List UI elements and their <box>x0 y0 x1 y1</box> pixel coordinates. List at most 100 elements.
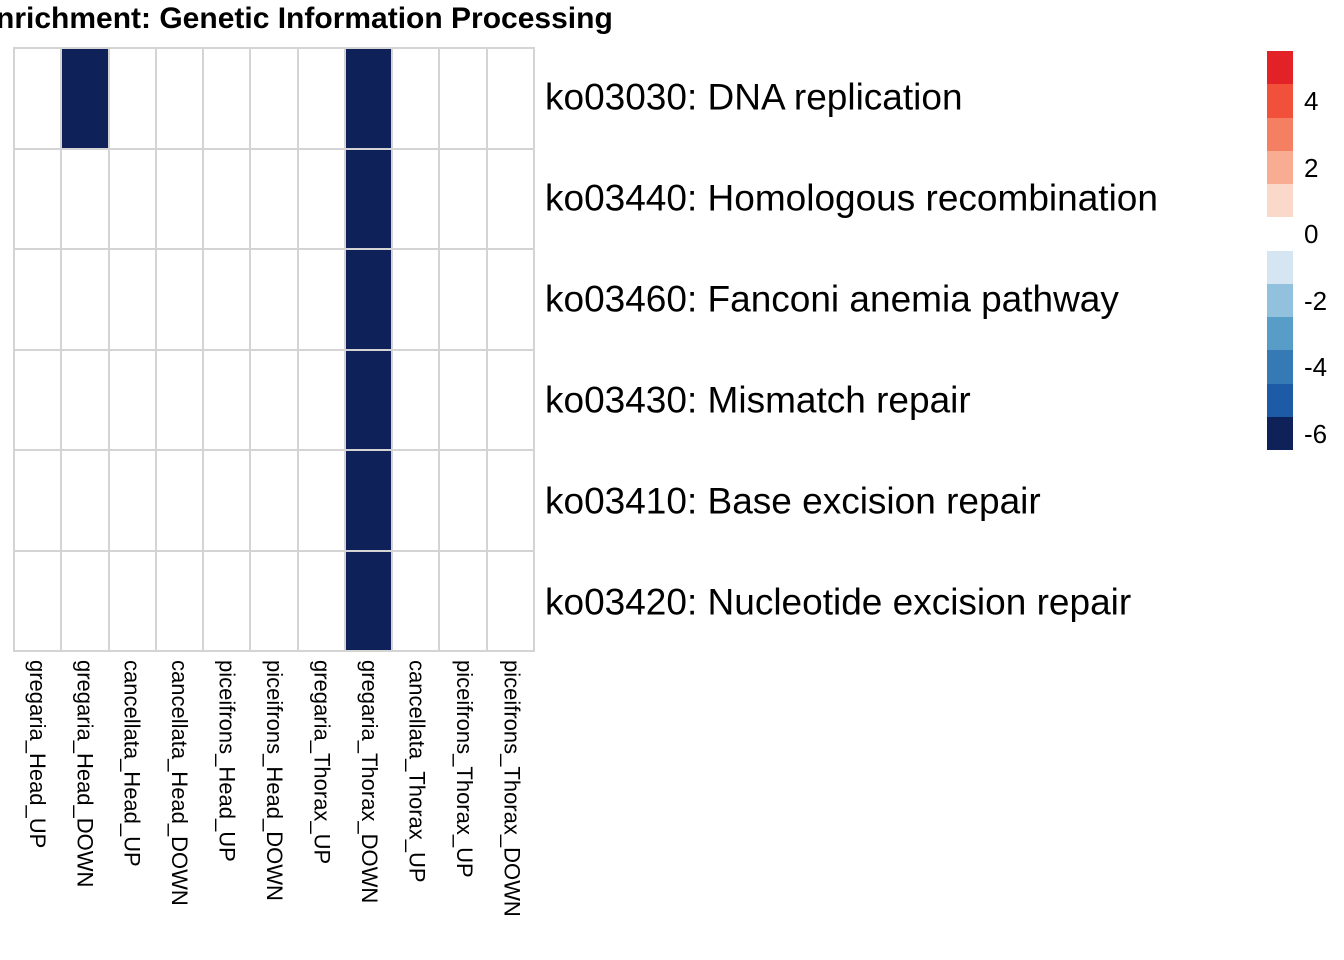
row-axis-labels: ko03030: DNA replication ko03440: Homolog… <box>545 47 1305 652</box>
colorbar-segment <box>1267 250 1293 284</box>
heatmap-cell <box>15 451 61 550</box>
heatmap-cell <box>204 551 250 650</box>
heatmap-cell <box>62 149 108 248</box>
heatmap-cell <box>109 49 155 148</box>
heatmap-cell <box>440 451 486 550</box>
heatmap-cell <box>15 49 61 148</box>
heatmap-cell <box>156 49 203 148</box>
heatmap-cell <box>298 350 344 449</box>
heatmap-cell <box>298 49 344 148</box>
heatmap-cell <box>15 350 61 449</box>
colorbar-segment <box>1267 150 1293 184</box>
column-label: cancellata_Thorax_UP <box>404 660 430 883</box>
colorbar-segment <box>1267 117 1293 151</box>
colorbar-segment <box>1267 416 1293 450</box>
heatmap-cell <box>393 551 439 650</box>
heatmap-cell <box>251 149 297 248</box>
heatmap-cell <box>15 250 61 349</box>
heatmap-cell <box>298 250 344 349</box>
heatmap-cell <box>204 250 250 349</box>
heatmap-cell <box>298 149 344 248</box>
colorbar-segment <box>1267 84 1293 118</box>
heatmap-cell <box>251 49 297 148</box>
chart-title: nrichment: Genetic Information Processin… <box>0 2 613 35</box>
heatmap-cell <box>204 350 250 449</box>
heatmap-cell <box>298 551 344 650</box>
heatmap-cell <box>156 350 203 449</box>
column-label: gregaria_Thorax_DOWN <box>356 660 382 904</box>
heatmap-cell <box>109 551 155 650</box>
heatmap-cell <box>204 451 250 550</box>
colorbar-segment <box>1267 383 1293 417</box>
colorbar-segment <box>1267 51 1293 85</box>
column-label: gregaria_Head_DOWN <box>72 660 98 888</box>
colorbar-tick-label: 0 <box>1304 219 1319 249</box>
heatmap-cell <box>156 149 203 248</box>
column-label: gregaria_Head_UP <box>24 660 50 849</box>
heatmap-cell <box>487 49 533 148</box>
heatmap-cell <box>440 551 486 650</box>
column-label: cancellata_Head_UP <box>119 660 145 867</box>
heatmap-cell <box>393 350 439 449</box>
heatmap-cell <box>156 250 203 349</box>
column-label: piceifrons_Thorax_UP <box>451 660 477 878</box>
heatmap-cell <box>393 49 439 148</box>
heatmap-cell <box>487 551 533 650</box>
colorbar-tick-label: -4 <box>1304 352 1328 382</box>
heatmap-cell <box>487 350 533 449</box>
column-label: piceifrons_Head_UP <box>214 660 240 862</box>
heatmap-grid <box>13 47 535 652</box>
heatmap-cell <box>440 149 486 248</box>
heatmap-cell <box>15 551 61 650</box>
heatmap-cell <box>345 250 392 349</box>
heatmap-cell <box>345 451 392 550</box>
heatmap-cell <box>487 250 533 349</box>
heatmap-cell <box>15 149 61 248</box>
column-label: piceifrons_Thorax_DOWN <box>499 660 525 917</box>
heatmap-cell <box>298 451 344 550</box>
heatmap-cell <box>393 149 439 248</box>
colorbar-tick-label: 4 <box>1304 86 1319 116</box>
heatmap-cell <box>109 149 155 248</box>
heatmap-cell <box>251 250 297 349</box>
row-label: ko03410: Base excision repair <box>545 480 1041 522</box>
column-label: cancellata_Head_DOWN <box>167 660 193 906</box>
column-label: gregaria_Thorax_UP <box>309 660 335 865</box>
colorbar-tick-label: -2 <box>1304 285 1328 316</box>
heatmap-cell <box>204 149 250 248</box>
heatmap-cell <box>156 551 203 650</box>
column-axis-labels: gregaria_Head_UP gregaria_Head_DOWN cancel… <box>13 660 535 917</box>
colorbar-segment <box>1267 217 1293 251</box>
heatmap-cell <box>393 250 439 349</box>
row-label: ko03030: DNA replication <box>545 76 963 118</box>
heatmap-cell <box>393 451 439 550</box>
heatmap-cell <box>62 49 108 148</box>
heatmap-cell <box>62 551 108 650</box>
heatmap-cell <box>487 149 533 248</box>
colorbar-segment <box>1267 283 1293 317</box>
heatmap-cell <box>345 149 392 248</box>
colorbar-segment <box>1267 184 1293 218</box>
heatmap-cell <box>251 451 297 550</box>
heatmap-cell <box>251 350 297 449</box>
heatmap-cell <box>440 350 486 449</box>
heatmap-cell <box>62 451 108 550</box>
heatmap-cell <box>109 250 155 349</box>
colorbar-segment <box>1267 317 1293 351</box>
colorbar <box>1267 51 1293 450</box>
row-label: ko03460: Fanconi anemia pathway <box>545 278 1119 320</box>
heatmap-cell <box>62 250 108 349</box>
heatmap-cell <box>440 49 486 148</box>
heatmap-cell <box>204 49 250 148</box>
heatmap-cell <box>487 451 533 550</box>
heatmap-cell <box>62 350 108 449</box>
heatmap-cell <box>345 551 392 650</box>
colorbar-tick-label: -6 <box>1304 418 1328 449</box>
row-label: ko03440: Homologous recombination <box>545 177 1158 219</box>
heatmap-cell <box>109 451 155 550</box>
heatmap-cell <box>156 451 203 550</box>
column-label: piceifrons_Head_DOWN <box>262 660 288 901</box>
heatmap-cell <box>345 350 392 449</box>
row-label: ko03420: Nucleotide excision repair <box>545 581 1132 623</box>
heatmap-cell <box>109 350 155 449</box>
